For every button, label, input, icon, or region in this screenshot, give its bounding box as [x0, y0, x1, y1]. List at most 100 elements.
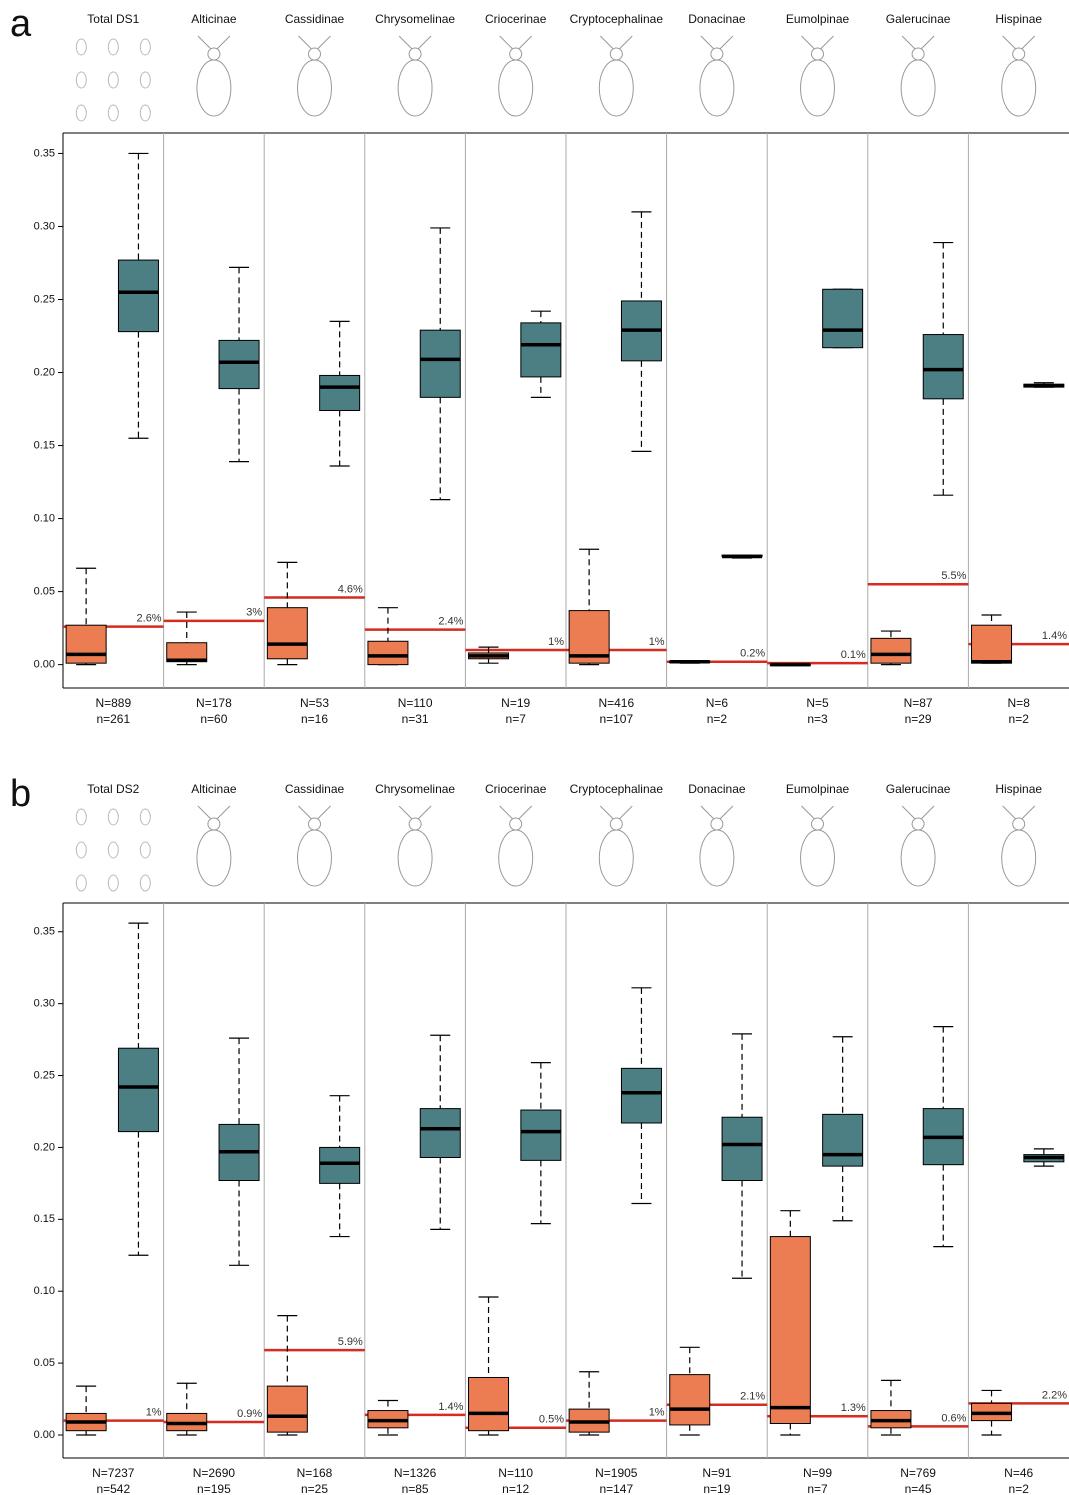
beetle-head	[812, 818, 824, 830]
N-label: N=178	[196, 696, 232, 710]
category-label: Eumolpinae	[786, 12, 850, 26]
y-tick-label: 0.20	[34, 366, 55, 378]
beetle-head	[309, 818, 321, 830]
beetle-icon	[700, 60, 734, 116]
beetle-icon	[197, 830, 231, 886]
beetle-head	[912, 818, 924, 830]
beetle-icon	[499, 830, 533, 886]
category-label: Chrysomelinae	[375, 782, 455, 796]
beetle-icon	[398, 830, 432, 886]
beetle-antennae	[701, 806, 733, 819]
beetle-icon	[499, 60, 533, 116]
beetle-icon	[801, 830, 835, 886]
box	[972, 625, 1012, 663]
N-label: N=110	[398, 696, 433, 710]
N-label: N=46	[1004, 1466, 1033, 1480]
category-label: Galerucinae	[886, 782, 951, 796]
category-label: Cryptocephalinae	[570, 782, 664, 796]
n-label: n=2	[707, 712, 728, 726]
category-label: Cryptocephalinae	[570, 12, 664, 26]
beetle-icon	[1002, 60, 1036, 116]
box	[420, 330, 460, 397]
threshold-label: 2.1%	[740, 1391, 765, 1403]
N-label: N=8	[1008, 696, 1031, 710]
box	[368, 641, 408, 664]
y-tick-label: 0.05	[34, 586, 55, 598]
beetle-head	[409, 48, 421, 60]
beetle-icon	[108, 809, 118, 825]
N-label: N=7237	[92, 1466, 135, 1480]
threshold-label: 2.4%	[438, 615, 463, 627]
n-label: n=25	[301, 1482, 328, 1495]
beetle-icon	[1002, 830, 1036, 886]
box	[621, 1068, 661, 1123]
threshold-label: 5.9%	[338, 1336, 363, 1348]
beetle-antennae	[802, 806, 834, 819]
n-label: n=3	[807, 712, 828, 726]
beetle-antennae	[902, 806, 934, 819]
n-label: n=147	[599, 1482, 633, 1495]
N-label: N=53	[300, 696, 329, 710]
beetle-antennae	[198, 806, 230, 819]
panel-label: a	[10, 3, 32, 45]
threshold-label: 0.1%	[841, 649, 866, 661]
beetle-head	[711, 818, 723, 830]
N-label: N=769	[900, 1466, 936, 1480]
beetle-antennae	[701, 36, 733, 49]
box	[267, 608, 307, 659]
beetle-antennae	[399, 36, 431, 49]
n-label: n=7	[807, 1482, 828, 1495]
N-label: N=168	[297, 1466, 333, 1480]
y-tick-label: 0.15	[34, 1213, 55, 1225]
threshold-label: 5.5%	[941, 570, 966, 582]
beetle-icon	[108, 842, 118, 858]
n-label: n=31	[402, 712, 429, 726]
N-label: N=1326	[394, 1466, 437, 1480]
threshold-label: 0.9%	[237, 1408, 262, 1420]
y-tick-label: 0.05	[34, 1357, 55, 1369]
threshold-label: 1%	[146, 1407, 162, 1419]
beetle-icon	[76, 875, 86, 891]
category-label: Criocerinae	[485, 782, 547, 796]
threshold-label: 1.4%	[1042, 630, 1067, 642]
category-label: Total DS1	[87, 12, 139, 26]
beetle-icon	[140, 875, 150, 891]
beetle-antennae	[802, 36, 834, 49]
beetle-head	[711, 48, 723, 60]
category-label: Eumolpinae	[786, 782, 850, 796]
category-label: Donacinae	[688, 12, 746, 26]
beetle-head	[309, 48, 321, 60]
figure: a0.000.050.100.150.200.250.300.35Total D…	[0, 0, 1069, 1495]
y-tick-label: 0.00	[34, 1429, 55, 1441]
box	[118, 1048, 158, 1131]
threshold-label: 2.6%	[137, 613, 162, 625]
beetle-icon	[76, 809, 86, 825]
n-label: n=107	[599, 712, 633, 726]
beetle-head	[610, 48, 622, 60]
category-label: Donacinae	[688, 782, 746, 796]
box	[469, 1377, 509, 1430]
n-label: n=85	[402, 1482, 429, 1495]
category-label: Cassidinae	[285, 782, 345, 796]
box	[267, 1386, 307, 1432]
category-label: Galerucinae	[886, 12, 951, 26]
n-label: n=29	[905, 712, 932, 726]
threshold-label: 1%	[548, 636, 564, 648]
N-label: N=6	[706, 696, 729, 710]
n-label: n=261	[96, 712, 130, 726]
y-tick-label: 0.25	[34, 293, 55, 305]
beetle-antennae	[299, 806, 331, 819]
category-label: Hispinae	[995, 782, 1042, 796]
category-label: Criocerinae	[485, 12, 547, 26]
panel-label: b	[10, 773, 31, 815]
N-label: N=87	[904, 696, 933, 710]
n-label: n=60	[200, 712, 227, 726]
threshold-label: 0.2%	[740, 648, 765, 660]
beetle-icon	[901, 830, 935, 886]
beetle-antennae	[1003, 806, 1035, 819]
beetle-icon	[108, 39, 118, 55]
n-label: n=12	[502, 1482, 529, 1495]
threshold-label: 0.6%	[941, 1412, 966, 1424]
beetle-icon	[700, 830, 734, 886]
category-label: Total DS2	[87, 782, 139, 796]
